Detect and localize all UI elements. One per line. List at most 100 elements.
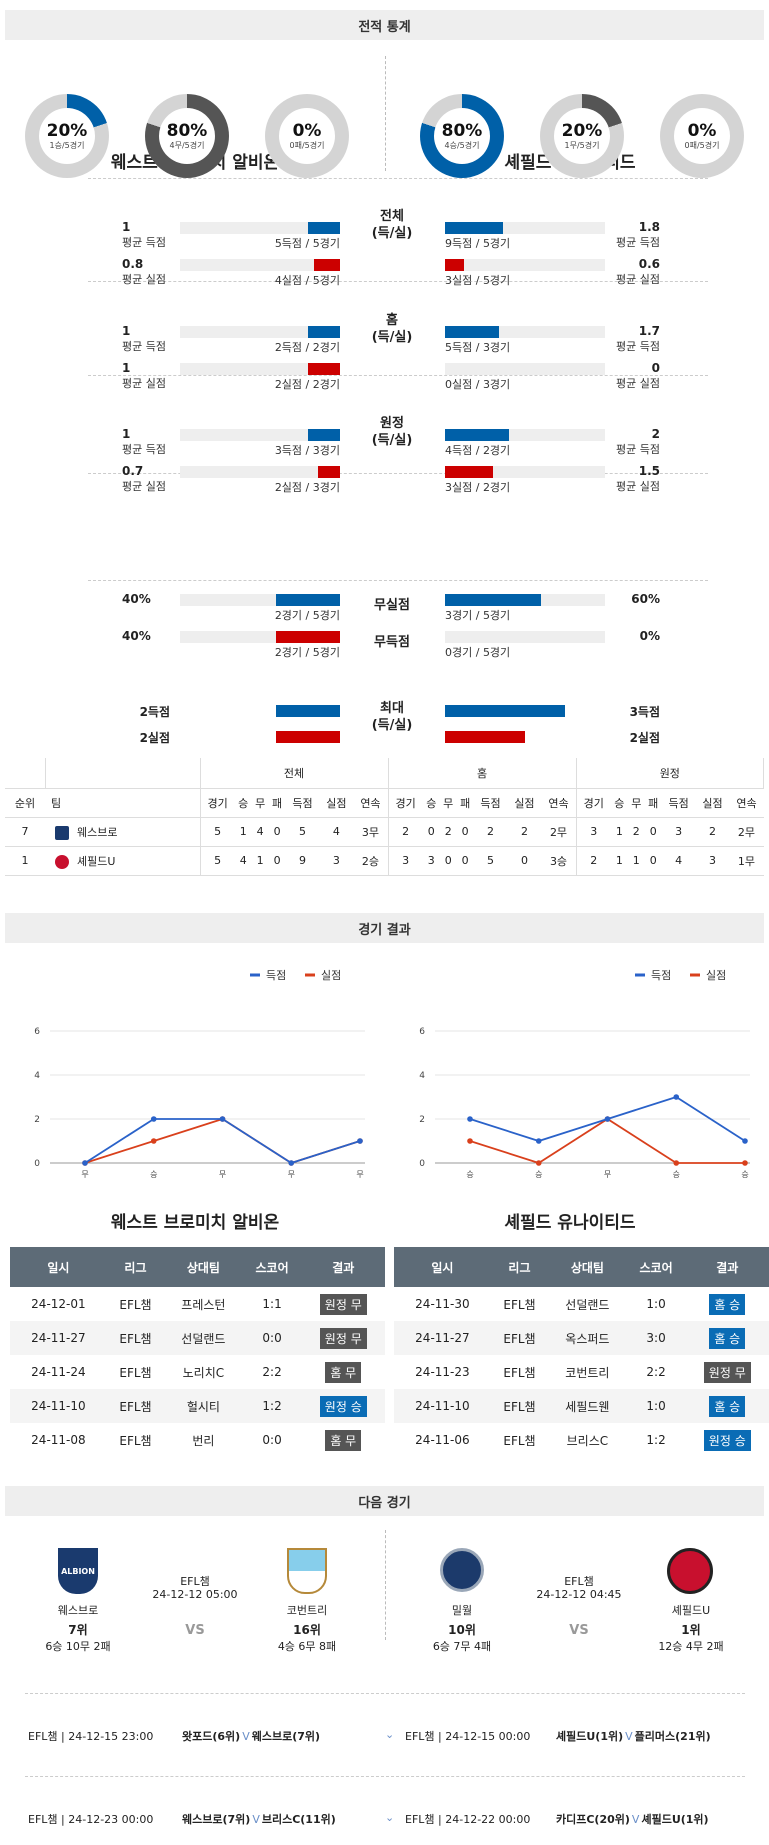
data-point	[150, 1116, 157, 1122]
standings-cell: 0	[644, 846, 662, 876]
results-cell: 24-12-01	[31, 1297, 86, 1311]
upcoming-team: 셰필드U(1위)	[556, 1730, 624, 1743]
stat-caption: 3실점 / 2경기	[445, 481, 511, 494]
results-cell: 24-11-23	[415, 1365, 470, 1379]
standings-cell: 3	[695, 846, 730, 876]
stat-bar	[276, 594, 340, 606]
results-cell: EFL챔	[490, 1389, 549, 1423]
crest-text: ALBION	[61, 1566, 95, 1576]
standings-col-header: 실점	[507, 788, 542, 818]
stat-caption: 2실점 / 3경기	[274, 481, 340, 494]
x-tick-label: 승	[535, 1170, 542, 1179]
results-row: 24-11-10 EFL챔 헐시티 1:2 원정 승	[10, 1389, 385, 1423]
donut-label: 20% 1무/5경기	[540, 94, 624, 178]
stat-value: 60%	[631, 592, 660, 606]
stat-bar	[445, 429, 509, 441]
result-badge: 원정 무	[703, 1361, 751, 1383]
standings-cell: 0	[268, 817, 286, 847]
stat-caption: 5득점 / 5경기	[274, 237, 340, 250]
legend-label: 실점	[706, 969, 726, 982]
result-badge: 원정 승	[703, 1429, 751, 1451]
stat-caption: 3득점 / 3경기	[274, 444, 340, 457]
result-badge: 홈 무	[325, 1361, 362, 1383]
standings-cell: 3	[319, 846, 354, 876]
stat-value: 1.8	[638, 220, 660, 234]
results-cell: 1:2	[646, 1433, 666, 1447]
standings-cell: 5	[200, 817, 235, 847]
standings-cell: 웨스브로	[45, 817, 201, 847]
data-point	[288, 1160, 295, 1166]
stat-caption: 2경기 / 5경기	[274, 646, 340, 659]
standings-col-header: 득점	[661, 788, 696, 818]
results-cell: EFL챔	[503, 1297, 536, 1312]
win-draw-loss-donut: 0% 0패/5경기	[660, 94, 744, 178]
expand-chevron-icon[interactable]: ⌄	[385, 1811, 395, 1824]
results-cell: 프레스턴	[181, 1297, 226, 1312]
bar-track	[180, 466, 340, 478]
stat-value: 0%	[639, 629, 660, 643]
y-tick-label: 4	[34, 1071, 40, 1081]
standings-cell: 2	[576, 846, 611, 876]
upcoming-match[interactable]: 웨스브로(7위) V 브리스C(11위)	[182, 1811, 336, 1827]
donut-label: 0% 0패/5경기	[660, 94, 744, 178]
x-tick-label: 무	[219, 1170, 226, 1179]
y-tick-label: 6	[419, 1027, 425, 1037]
upcoming-match[interactable]: 카디프C(20위) V 셰필드U(1위)	[556, 1811, 709, 1827]
stat-bar	[445, 705, 565, 717]
result-badge: 홈 승	[709, 1293, 746, 1315]
next-team-name: 웨스브로	[57, 1604, 99, 1617]
data-point	[742, 1138, 748, 1144]
stat-value: 1.7	[638, 324, 660, 338]
next-team[interactable]: 셰필드U 1위 12승 4무 2패	[641, 1602, 741, 1654]
upcoming-league-time[interactable]: EFL챔 | 24-12-15 00:00	[405, 1730, 531, 1743]
next-team[interactable]: 밀월 10위 6승 7무 4패	[412, 1602, 512, 1654]
standings-cell: 4	[661, 846, 696, 876]
standings-col-header: 득점	[285, 788, 320, 818]
expand-chevron-icon[interactable]: ⌄	[385, 1728, 395, 1741]
upcoming-league-time[interactable]: EFL챔 | 24-12-23 00:00	[28, 1813, 154, 1826]
results-cell: 홈 승	[686, 1287, 769, 1321]
standings-cell: 3	[388, 846, 423, 876]
standings-cell: 1	[610, 817, 628, 847]
stat-value: 0.6	[638, 257, 660, 271]
vs-mark: V	[631, 1813, 640, 1826]
results-cell: 홈 무	[302, 1355, 385, 1389]
donut-caption: 0패/5경기	[684, 140, 720, 150]
next-team[interactable]: 코번트리 16위 4승 6무 8패	[257, 1602, 357, 1654]
team-crest-icon	[667, 1548, 713, 1594]
standings-col-header: 무	[251, 788, 269, 818]
x-tick-label: 무	[604, 1170, 611, 1179]
standings-cell: 3	[661, 817, 696, 847]
next-team[interactable]: 웨스브로 7위 6승 10무 2패	[28, 1602, 128, 1654]
stat-value: 1	[122, 220, 131, 234]
standings-col-header: 경기	[576, 788, 611, 818]
upcoming-match[interactable]: 셰필드U(1위) V 플리머스(21위)	[556, 1728, 711, 1744]
results-cell: 24-11-10	[394, 1389, 491, 1423]
stat-bar	[314, 259, 340, 271]
standings-cell: 2	[507, 817, 542, 847]
standings-cell: 셰필드U	[45, 846, 201, 876]
upcoming-league-time[interactable]: EFL챔 | 24-12-22 00:00	[405, 1813, 531, 1826]
series-line	[84, 1118, 361, 1164]
standings-cell: 3무	[353, 817, 389, 847]
series-line	[469, 1117, 745, 1164]
results-cell: 원정 승	[301, 1389, 385, 1423]
stat-bar	[276, 731, 340, 743]
standings-col-header: 패	[456, 788, 474, 818]
results-cell: 번리	[192, 1433, 215, 1448]
upcoming-league-time[interactable]: EFL챔 | 24-12-15 23:00	[28, 1730, 154, 1743]
stat-bar	[445, 222, 503, 234]
standings-cell: 1	[610, 846, 628, 876]
stat-caption: 2득점 / 2경기	[274, 341, 340, 354]
standings-cell: 2	[388, 817, 423, 847]
stat-bar	[445, 594, 541, 606]
stat-sub: 평균 실점	[616, 273, 660, 286]
win-draw-loss-donut: 0% 0패/5경기	[265, 94, 349, 178]
upcoming-team: 플리머스(21위)	[634, 1730, 711, 1743]
upcoming-team: 카디프C(20위)	[556, 1813, 630, 1826]
results-cell: 홈 무	[302, 1423, 385, 1457]
data-point	[673, 1094, 680, 1100]
standings-col-header: 패	[644, 788, 662, 818]
upcoming-match[interactable]: 왓포드(6위) V 웨스브로(7위)	[182, 1728, 320, 1744]
divider	[88, 281, 708, 282]
